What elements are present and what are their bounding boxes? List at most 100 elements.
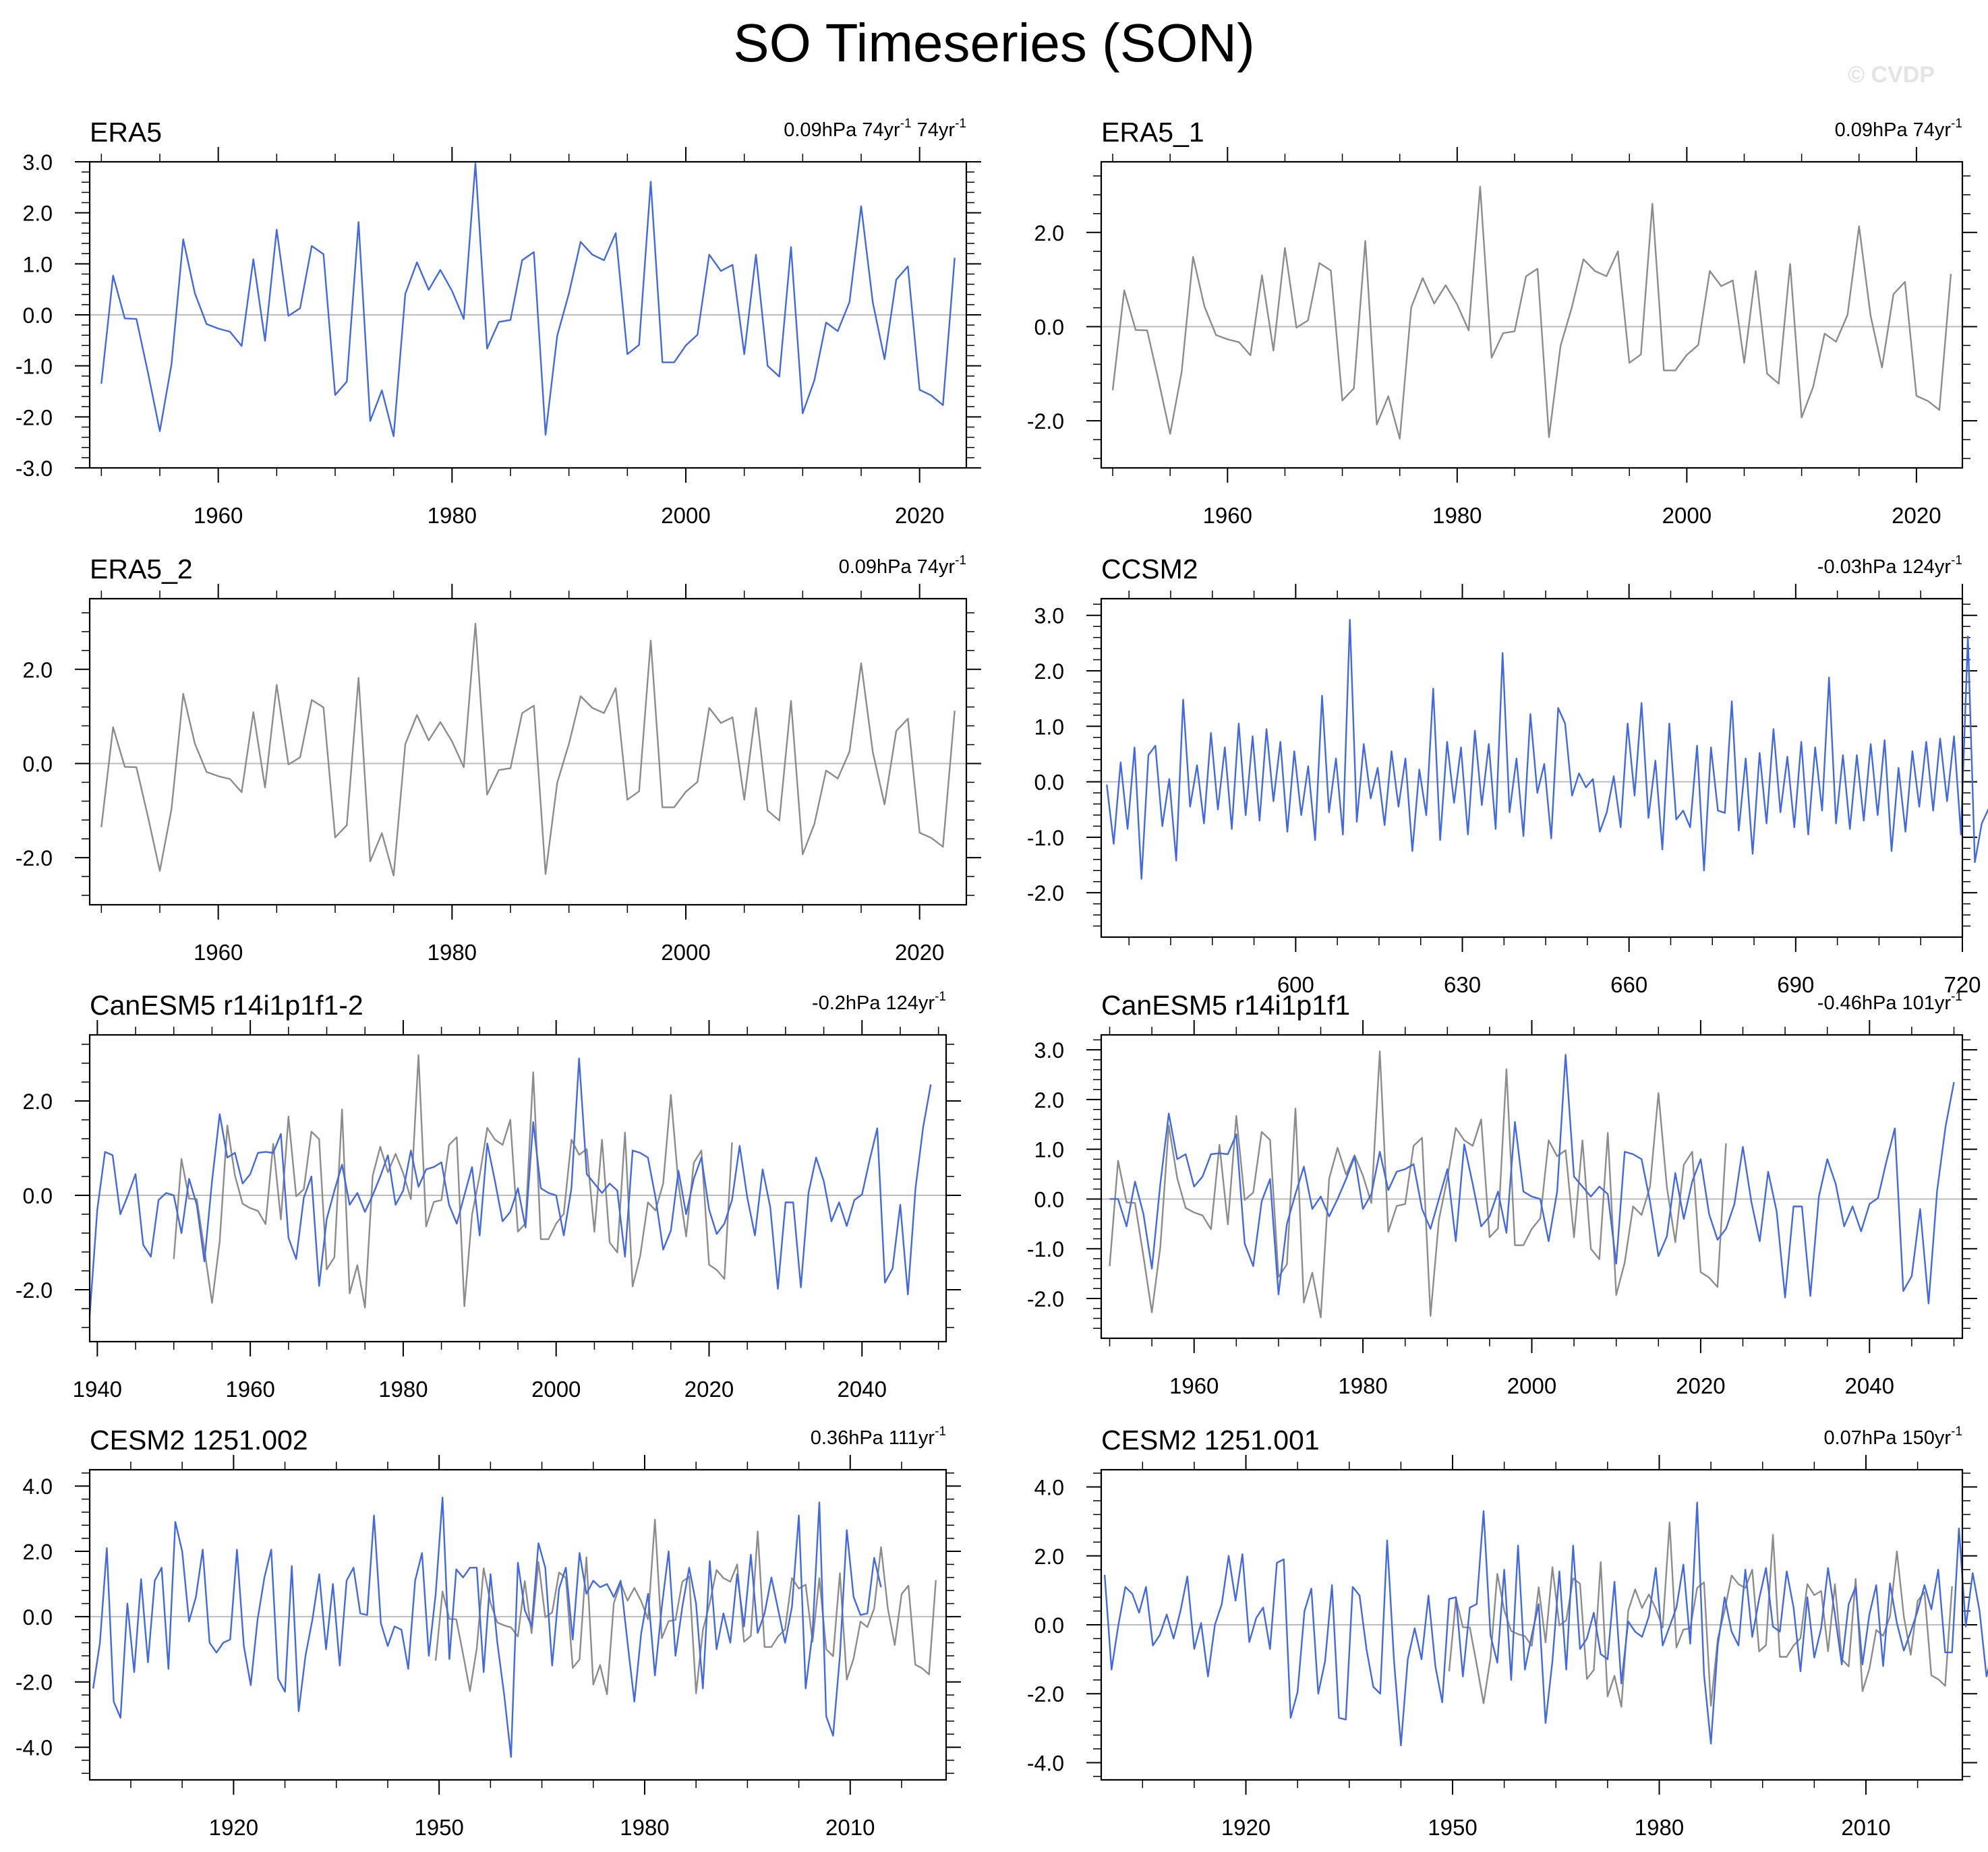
y-tick-label: 2.0 bbox=[23, 1540, 53, 1564]
y-tick-label: -2.0 bbox=[16, 846, 53, 870]
panel-stat-value: 0.09hPa 74yr bbox=[839, 556, 956, 578]
x-tick-label: 2000 bbox=[1507, 1373, 1556, 1398]
panel-stat: 0.07hPa 150yr-1 bbox=[1823, 1425, 1962, 1449]
x-tick-label: 1960 bbox=[1203, 503, 1252, 528]
series-line-model bbox=[88, 1057, 932, 1316]
x-tick-label: 1980 bbox=[428, 940, 477, 965]
y-tick-label: 2.0 bbox=[23, 658, 53, 682]
series-line-observed bbox=[1448, 1521, 1953, 1708]
panel-title: CCSM2 bbox=[1101, 554, 1198, 585]
panel-2: ERA5_1 0.09hPa 74yr-1 -2.0 0.0 2.0 1960 1980 20… bbox=[1027, 117, 1977, 528]
panel-title: CESM2 1251.002 bbox=[90, 1425, 308, 1456]
y-tick-label: 1.0 bbox=[23, 252, 53, 276]
superscript: -1 bbox=[1951, 990, 1962, 1004]
plot-frame bbox=[88, 1034, 947, 1343]
y-tick-label: 3.0 bbox=[1034, 1038, 1064, 1063]
y-tick-label: -2.0 bbox=[1027, 881, 1064, 905]
x-tick-label: 630 bbox=[1444, 972, 1481, 997]
x-tick-label: 1980 bbox=[1635, 1815, 1684, 1840]
panel-stat: 0.09hPa 74yr-1 74yr-1 bbox=[784, 117, 966, 141]
superscript: -1 bbox=[900, 117, 912, 131]
panel-5: CanESM5 r14i1p1f1-2 -0.2hPa 124yr-1 -2.0 0.… bbox=[16, 990, 961, 1402]
x-tick-label: 2010 bbox=[825, 1815, 875, 1840]
plot-frame bbox=[1100, 160, 1964, 469]
x-tick-label: 1960 bbox=[225, 1377, 274, 1402]
panel-4: CCSM2 -0.03hPa 124yr-1 -2.0 -1.0 0.0 1.0 2.0 3.… bbox=[1027, 554, 1988, 997]
x-tick-label: 2020 bbox=[895, 503, 944, 528]
y-tick-label: -1.0 bbox=[16, 355, 53, 379]
y-tick-label: -2.0 bbox=[1027, 409, 1064, 434]
panel-stat-value: 0.09hPa 74yr bbox=[1835, 119, 1952, 141]
y-tick-label: -1.0 bbox=[1027, 1237, 1064, 1261]
plot-frame bbox=[88, 1468, 947, 1781]
x-tick-label: 600 bbox=[1277, 972, 1314, 997]
x-tick-label: 2000 bbox=[661, 940, 710, 965]
x-tick-label: 1920 bbox=[209, 1815, 258, 1840]
superscript: -1 bbox=[1951, 1425, 1962, 1439]
x-tick-label: 1980 bbox=[1432, 503, 1482, 528]
x-tick-label: 2040 bbox=[1845, 1373, 1894, 1398]
x-tick-label: 1960 bbox=[194, 503, 243, 528]
panel-stat-value: -0.46hPa 101yr bbox=[1817, 992, 1952, 1014]
y-tick-label: 0.0 bbox=[23, 303, 53, 328]
x-tick-label: 720 bbox=[1943, 972, 1981, 997]
panel-stat: 0.36hPa 111yr-1 bbox=[811, 1425, 946, 1449]
panel-3: ERA5_2 0.09hPa 74yr-1 -2.0 0.0 2.0 1960 1980 20… bbox=[16, 554, 981, 965]
y-tick-label: 2.0 bbox=[23, 1089, 53, 1114]
y-tick-label: -3.0 bbox=[16, 456, 53, 481]
x-tick-label: 1920 bbox=[1221, 1815, 1270, 1840]
panel-stat-value: 0.09hPa 74yr bbox=[784, 119, 900, 141]
y-tick-label: 2.0 bbox=[1034, 1545, 1064, 1569]
y-tick-label: 3.0 bbox=[1034, 604, 1064, 628]
plot-frame bbox=[88, 597, 968, 906]
y-tick-label: 0.0 bbox=[23, 752, 53, 776]
series-line-observed bbox=[100, 622, 956, 876]
x-tick-label: 1950 bbox=[414, 1815, 463, 1840]
panel-stat-value: -0.03hPa 124yr bbox=[1817, 556, 1952, 578]
y-tick-label: 0.0 bbox=[1034, 315, 1064, 339]
y-tick-label: 3.0 bbox=[23, 150, 53, 175]
x-tick-label: 2000 bbox=[531, 1377, 581, 1402]
superscript: -1 bbox=[1951, 117, 1962, 131]
figure-title: SO Timeseries (SON) bbox=[733, 13, 1255, 73]
y-tick-label: 0.0 bbox=[1034, 1187, 1064, 1212]
series-line-model bbox=[100, 162, 956, 438]
y-tick-label: -1.0 bbox=[1027, 826, 1064, 850]
superscript: -1 bbox=[955, 117, 966, 131]
x-tick-label: 2020 bbox=[1892, 503, 1941, 528]
panel-stat-value: 0.07hPa 150yr bbox=[1823, 1427, 1951, 1449]
x-tick-label: 1980 bbox=[620, 1815, 669, 1840]
x-tick-label: 1980 bbox=[378, 1377, 428, 1402]
series-line-model bbox=[1106, 619, 1988, 880]
y-tick-label: 2.0 bbox=[1034, 659, 1064, 684]
superscript: -1 bbox=[935, 990, 946, 1004]
y-tick-label: 0.0 bbox=[23, 1184, 53, 1208]
series-line-observed bbox=[173, 1054, 733, 1309]
panel-title: CanESM5 r14i1p1f1 bbox=[1101, 990, 1350, 1021]
superscript: -1 bbox=[1951, 554, 1962, 568]
plot-frame bbox=[88, 160, 968, 469]
series-line-observed bbox=[1109, 1050, 1727, 1319]
x-tick-label: 1950 bbox=[1428, 1815, 1477, 1840]
y-tick-label: -2.0 bbox=[16, 1278, 53, 1303]
x-tick-label: 660 bbox=[1610, 972, 1647, 997]
panel-8: CESM2 1251.001 0.07hPa 150yr-1 -4.0 -2.0 0.0… bbox=[1027, 1425, 1988, 1840]
y-tick-label: -2.0 bbox=[16, 405, 53, 429]
y-tick-label: 1.0 bbox=[1034, 1138, 1064, 1162]
y-tick-label: 4.0 bbox=[1034, 1476, 1064, 1500]
y-tick-label: -2.0 bbox=[1027, 1287, 1064, 1311]
y-tick-label: -2.0 bbox=[16, 1671, 53, 1695]
x-tick-label: 690 bbox=[1777, 972, 1814, 997]
y-tick-label: 4.0 bbox=[23, 1474, 53, 1499]
x-tick-label: 1960 bbox=[194, 940, 243, 965]
plot-frame bbox=[1100, 1034, 1964, 1340]
x-tick-label: 1960 bbox=[1169, 1373, 1219, 1398]
panel-title: ERA5_1 bbox=[1101, 117, 1204, 148]
panel-1: ERA5 0.09hPa 74yr-1 74yr-1-3.0-2.0-1.00.0… bbox=[16, 117, 981, 528]
panel-stat: 0.09hPa 74yr-1 bbox=[1835, 117, 1962, 141]
y-tick-label: 0.0 bbox=[23, 1605, 53, 1630]
panel-stat: -0.03hPa 124yr-1 bbox=[1817, 554, 1962, 578]
superscript: -1 bbox=[955, 554, 966, 568]
plot-frame bbox=[1100, 597, 1964, 938]
x-tick-label: 1980 bbox=[428, 503, 477, 528]
